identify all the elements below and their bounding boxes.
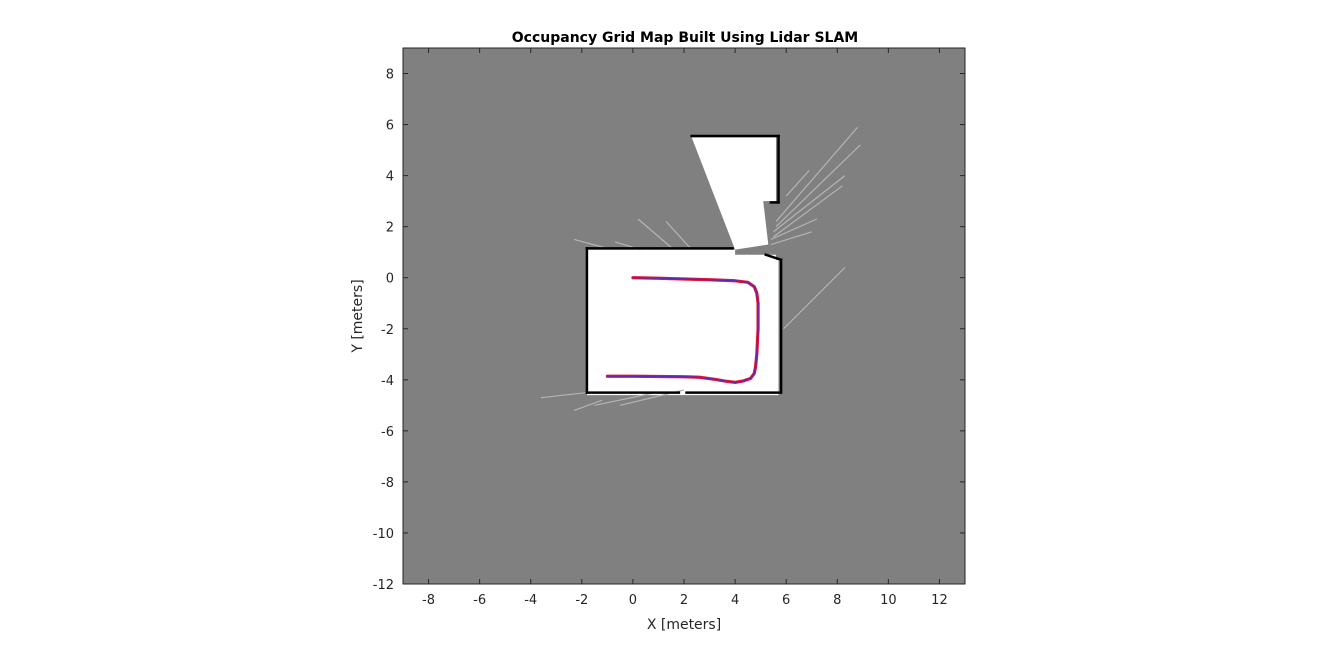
lidar-ray <box>665 221 693 251</box>
lidar-ray <box>785 170 810 197</box>
y-tick-label: 8 <box>386 68 394 83</box>
x-tick-label: 8 <box>833 593 841 608</box>
lidar-ray <box>783 267 846 330</box>
trajectory-layer <box>605 276 760 384</box>
occupied-wall <box>764 253 783 262</box>
x-tick-label: 2 <box>680 593 688 608</box>
x-tick-label: -4 <box>524 593 537 608</box>
x-tick-label: -2 <box>575 593 588 608</box>
lidar-ray <box>573 238 608 249</box>
lidar-ray <box>594 391 657 406</box>
lidar-ray <box>773 185 843 238</box>
x-tick-label: 12 <box>931 593 948 608</box>
y-tick-label: -6 <box>381 425 394 440</box>
occupied-walls <box>585 134 783 394</box>
lidar-ray <box>775 126 859 222</box>
y-tick-label: -10 <box>373 527 394 542</box>
lidar-ray <box>770 218 818 240</box>
x-tick-label: 0 <box>629 593 637 608</box>
map-layer <box>586 137 779 396</box>
axis-ticks: -8 -6 -4 -2 0 2 4 6 8 10 12 8 6 4 2 0 -2 -4 -6 -8 -10 -12 <box>373 48 965 608</box>
x-tick-label: 10 <box>880 593 897 608</box>
chart-title: Occupancy Grid Map Built Using Lidar SLA… <box>512 30 858 46</box>
lidar-ray <box>573 399 603 412</box>
x-tick-label: 6 <box>782 593 790 608</box>
y-tick-label: -8 <box>381 476 394 491</box>
free-space-free-corridor <box>691 137 776 250</box>
lidar-ray <box>770 231 812 246</box>
y-tick-label: 6 <box>386 119 394 134</box>
y-tick-label: -2 <box>381 323 394 338</box>
y-tick-label: 0 <box>386 272 394 287</box>
y-tick-label: -4 <box>381 374 394 389</box>
lidar-ray <box>775 144 861 228</box>
lidar-ray <box>773 175 846 233</box>
free-space-free-room <box>586 249 779 396</box>
y-tick-label: -12 <box>373 578 394 593</box>
y-tick-label: 2 <box>386 221 394 236</box>
x-tick-label: -8 <box>422 593 435 608</box>
y-tick-label: 4 <box>386 170 394 185</box>
lidar-ray <box>540 391 587 399</box>
x-tick-label: -6 <box>473 593 486 608</box>
y-axis-label: Y [meters] <box>350 279 366 353</box>
x-tick-label: 4 <box>731 593 739 608</box>
x-axis-label: X [meters] <box>647 617 721 633</box>
lidar-ray <box>637 218 675 251</box>
trajectory-line <box>606 277 759 384</box>
